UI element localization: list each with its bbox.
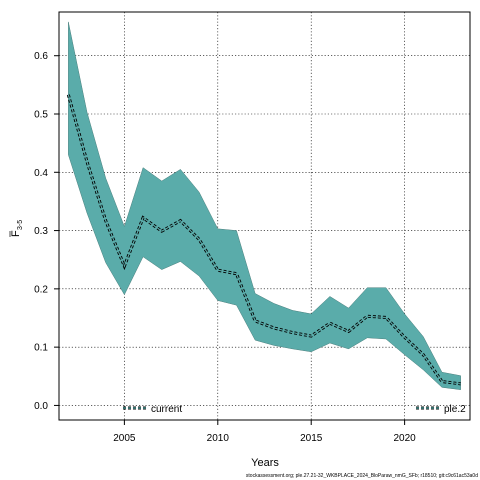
y-tick-label: 0.4 [34, 168, 48, 179]
y-tick-label: 0.5 [34, 110, 48, 121]
x-axis-title: Years [251, 457, 279, 469]
y-tick-label: 0.1 [34, 343, 48, 354]
plot-frame [58, 11, 471, 421]
series-line-current [67, 94, 461, 385]
confidence-band [68, 21, 461, 390]
footer-note: stockassessment.org; ple.27.21-32_WKBPLA… [246, 473, 478, 479]
y-tick-label: 0.0 [34, 401, 48, 412]
y-tick-label: 0.3 [34, 226, 48, 237]
x-tick-label: 2010 [207, 433, 230, 444]
x-tick-label: 2005 [113, 433, 136, 444]
y-axis-title: F 3-5 [9, 220, 24, 237]
grid-lines [59, 12, 470, 420]
legend-label-ple-2: ple.2 [444, 404, 466, 415]
y-tick-label: 0.6 [34, 51, 48, 62]
y-axis: 0.0 0.1 0.2 0.3 0.4 0.5 0.6 [34, 51, 59, 412]
x-tick-label: 2015 [300, 433, 323, 444]
legend-item-ple-2: ple.2 [416, 404, 466, 415]
x-tick-label: 2020 [393, 433, 416, 444]
y-axis-title-main: F [10, 230, 22, 237]
y-axis-title-subscript: 3-5 [17, 220, 24, 230]
legend-label-current: current [151, 404, 182, 415]
legend-item-current: current [123, 404, 182, 415]
y-tick-label: 0.2 [34, 284, 48, 295]
x-axis: 2005 2010 2015 2020 [113, 420, 416, 444]
